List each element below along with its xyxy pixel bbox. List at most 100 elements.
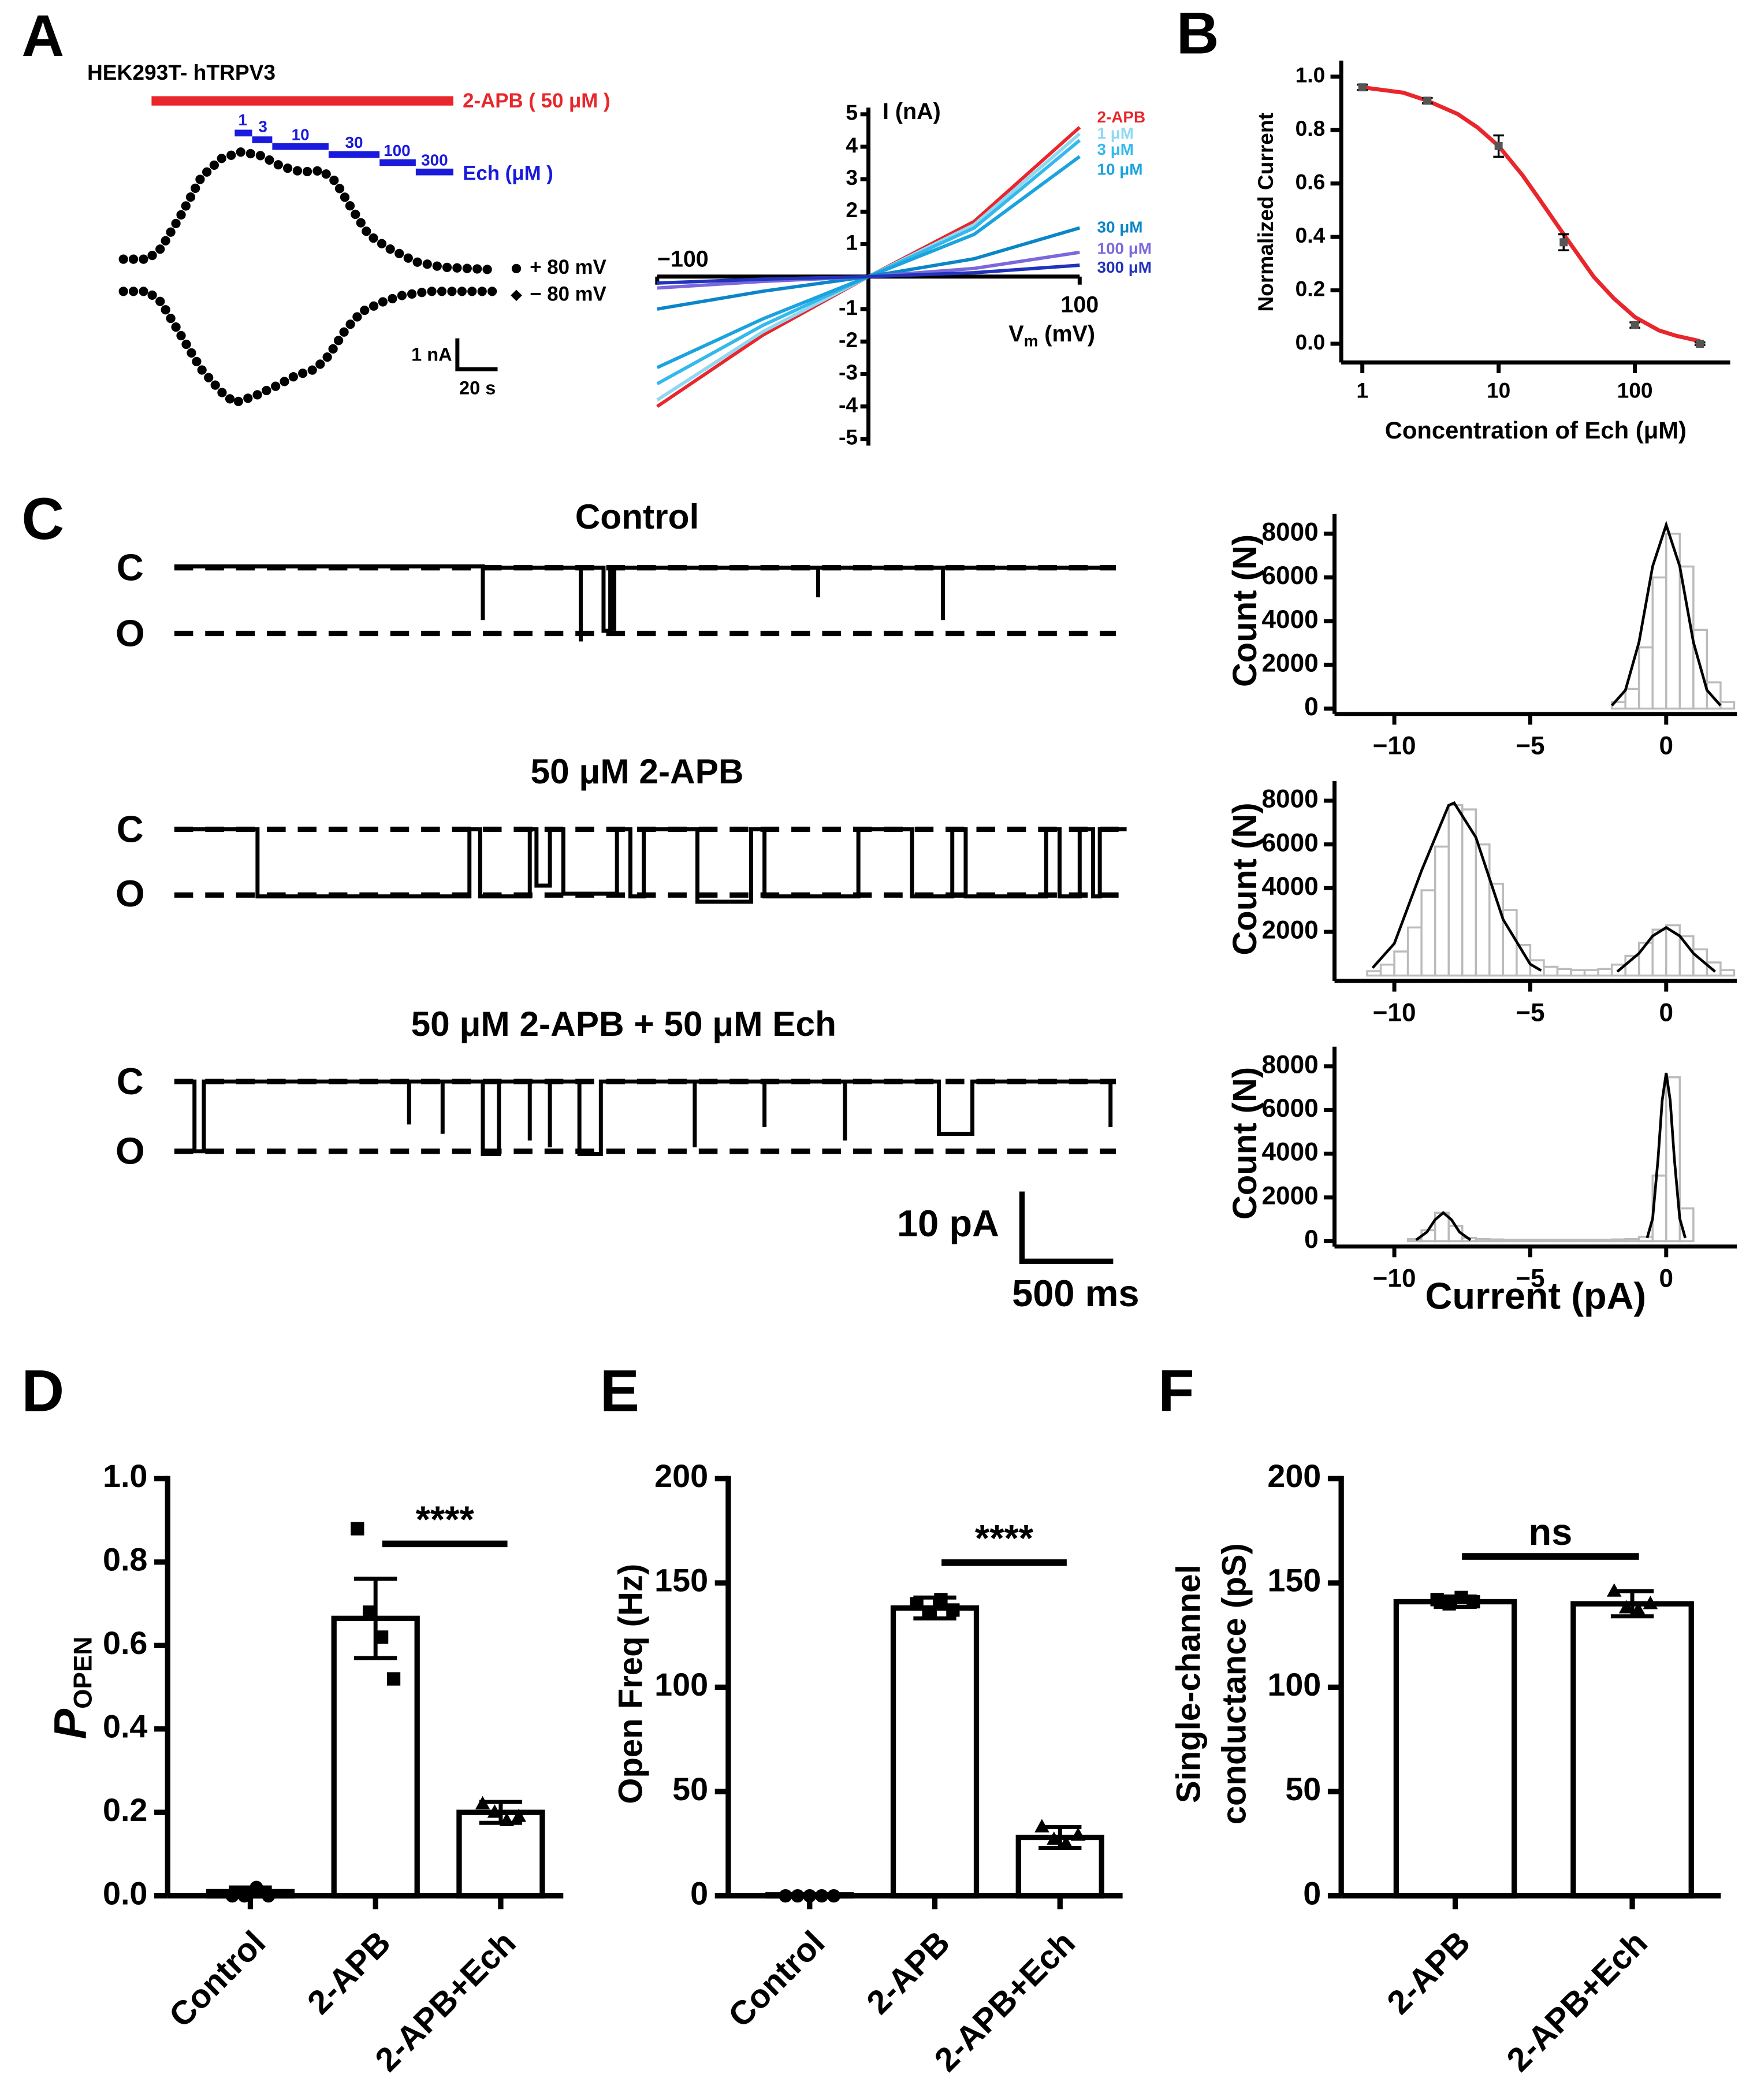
closed-label: C [117,1060,144,1102]
y-axis-label: I (nA) [883,99,941,124]
scale-label: 500 ms [1012,1272,1139,1314]
histogram-bar [1597,1239,1613,1243]
series-label: 100 μM [1097,240,1152,258]
y-tick-label: 150 [654,1563,708,1599]
bar [456,1809,545,1899]
scale-bar [1019,1191,1114,1264]
x-tick-label: 2-APB [859,1924,957,2021]
ech-step: 100 [384,142,410,159]
open-label: O [116,612,145,654]
condition-title: Control [575,497,699,536]
ech-step: 3 [258,117,267,135]
trace-plus80 [118,147,501,275]
ech-step: 1 [239,111,248,129]
histogram-bar [1651,576,1667,710]
histogram-bar [1488,1238,1505,1243]
data-point [1358,83,1367,92]
series-label: 2-APB [1097,108,1146,126]
y-tick-label: 0.8 [103,1542,147,1578]
scale-bar [455,338,498,371]
histogram-bar [1406,926,1423,977]
x-axis-label-part: V [1008,321,1024,347]
y-tick-label: -1 [839,295,858,319]
level-lines [174,565,1127,1154]
error-bar [479,1800,523,1825]
x-tick-label: 0 [1659,999,1674,1027]
y-tick-label: -4 [839,392,858,417]
histogram-bar [1570,1239,1586,1243]
ech-bars [234,129,453,176]
histogram-bar [1556,968,1572,977]
y-tick-label: 200 [1267,1458,1321,1494]
x-axis-label-part: (mV) [1038,321,1095,347]
data-point [262,1889,276,1903]
y-tick-label: 200 [654,1458,708,1494]
y-tick-label: -5 [839,425,858,449]
x-tick-label: Control [721,1924,832,2035]
data-point [934,1593,948,1607]
data-point [1442,1597,1456,1611]
open-label: O [116,1130,145,1172]
histogram-bar [1434,845,1450,977]
data-point [803,1889,817,1903]
histogram-bar [1570,969,1586,977]
data-point [946,1603,960,1617]
y-tick-label: 0 [690,1875,708,1911]
data-point [1430,1593,1444,1607]
x-tick-label: −5 [1516,1264,1544,1292]
closed-label: C [117,547,144,589]
x-tick-label: −10 [1373,1264,1416,1292]
data-point [779,1889,792,1903]
y-tick-label: 2000 [1262,916,1319,945]
series-label: 10 μM [1097,161,1143,179]
trace-label: − 80 mV [530,283,606,306]
cell-line: HEK293T- hTRPV3 [87,60,276,84]
y-tick-label: 0.8 [1296,116,1326,140]
y-tick-label: 0.0 [1296,330,1326,354]
y-axis-label: Open Freq (Hz) [612,1564,649,1804]
data-point [475,1796,490,1810]
y-tick-label: 0.0 [103,1875,147,1911]
data-point [815,1889,829,1903]
scale-label: 20 s [459,377,496,398]
y-tick-label: 100 [1267,1667,1321,1703]
series-label: 1 μM [1097,124,1134,142]
x-axis-label: Vm (mV) [1008,321,1095,350]
y-tick-label: 6000 [1262,562,1319,590]
histogram-bar [1543,965,1559,977]
bar [1570,1601,1694,1899]
data-point [1466,1594,1480,1609]
y-tick-label: 2000 [1262,649,1319,678]
y-tick-label: 1.0 [103,1458,147,1494]
data-point [1058,1835,1074,1849]
data-point [1606,1583,1622,1597]
agonist-label: 2-APB ( 50 μM ) [463,90,610,112]
panel-label: B [1177,0,1219,66]
data-point [1696,340,1704,348]
data-point [237,1889,251,1903]
gaussian-fit [1371,801,1542,972]
x-tick-label: 2-APB [1380,1924,1477,2021]
open-label: O [116,872,145,915]
y-tick-label: 1.0 [1296,62,1326,87]
y-tick-label: 0.6 [1296,169,1326,194]
ech-step: 30 [345,133,363,151]
panel-label: C [21,486,64,552]
scale-label: 1 nA [411,344,452,365]
data-point [511,1808,527,1822]
channel-trace [174,827,1127,904]
series-label: 300 μM [1097,258,1152,276]
x-axis-label: Concentration of Ech (μM) [1385,417,1687,444]
data-point [499,1812,515,1826]
x-tick-label: −5 [1516,999,1544,1027]
panel-label: D [21,1358,64,1423]
y-axis-label-part: P [45,1709,96,1740]
y-axis-label: conductance (pS) [1215,1543,1253,1824]
y-tick-label: 4 [846,133,858,157]
iv-curve [657,263,1080,285]
panel-label: F [1158,1358,1194,1423]
x-tick-label: −10 [1373,732,1416,760]
panel-label: A [21,3,64,69]
condition-title: 50 μM 2-APB [531,752,744,791]
histogram-bar [1502,1239,1518,1243]
